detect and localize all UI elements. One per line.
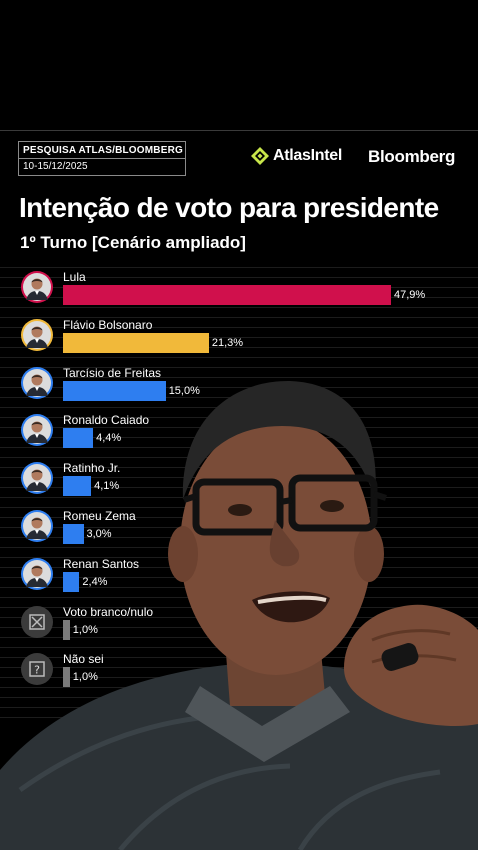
bar-nao-sei bbox=[63, 667, 70, 687]
ronaldo-caiado-avatar bbox=[20, 413, 54, 447]
svg-text:?: ? bbox=[34, 664, 40, 677]
atlasintel-logo: AtlasIntel bbox=[251, 147, 342, 165]
bar-flavio-bolsonaro bbox=[63, 333, 209, 353]
value-label-flavio-bolsonaro: 21,3% bbox=[211, 337, 244, 349]
value-label-renan-santos: 2,4% bbox=[82, 576, 108, 588]
tarcisio-de-freitas-avatar bbox=[20, 366, 54, 400]
bar-ratinho-jr bbox=[63, 476, 92, 496]
category-label-renan-santos: Renan Santos bbox=[63, 557, 140, 571]
category-label-lula: Lula bbox=[63, 270, 86, 284]
survey-badge: PESQUISA ATLAS/BLOOMBERG 10-15/12/2025 bbox=[18, 141, 186, 176]
bar-renan-santos bbox=[63, 572, 80, 592]
atlasintel-mark-icon bbox=[251, 147, 269, 165]
bar-romeu-zema bbox=[63, 524, 84, 544]
value-label-ronaldo-caiado: 4,4% bbox=[96, 432, 122, 444]
survey-date: 10-15/12/2025 bbox=[23, 161, 88, 172]
chart-subtitle: 1º Turno [Cenário ampliado] bbox=[20, 233, 246, 252]
bar-ronaldo-caiado bbox=[63, 428, 94, 448]
value-label-nao-sei: 1,0% bbox=[72, 671, 98, 683]
ratinho-jr-avatar bbox=[20, 461, 54, 495]
atlasintel-wordmark: AtlasIntel bbox=[273, 147, 343, 164]
survey-label: PESQUISA ATLAS/BLOOMBERG bbox=[19, 142, 185, 159]
romeu-zema-avatar bbox=[20, 509, 54, 543]
category-label-nao-sei: Não sei bbox=[63, 652, 104, 666]
bar-tarcisio-de-freitas bbox=[63, 381, 166, 401]
category-label-flavio-bolsonaro: Flávio Bolsonaro bbox=[63, 318, 153, 332]
value-label-tarcisio-de-freitas: 15,0% bbox=[168, 385, 200, 397]
value-label-voto-branco-nulo: 1,0% bbox=[72, 624, 98, 636]
flavio-bolsonaro-avatar bbox=[20, 318, 54, 352]
bar-lula bbox=[63, 285, 391, 305]
value-label-ratinho-jr: 4,1% bbox=[94, 480, 120, 492]
header-divider bbox=[0, 130, 478, 131]
lula-avatar bbox=[20, 270, 54, 304]
value-label-lula: 47,9% bbox=[394, 289, 426, 301]
bar-voto-branco-nulo bbox=[63, 620, 70, 640]
category-label-romeu-zema: Romeu Zema bbox=[63, 509, 136, 523]
question-mark-icon: ? bbox=[20, 652, 54, 686]
ballot-x-icon bbox=[20, 605, 54, 639]
category-label-ratinho-jr: Ratinho Jr. bbox=[63, 461, 121, 475]
chart-title: Intenção de voto para presidente bbox=[19, 192, 439, 223]
bloomberg-logo: Bloomberg bbox=[368, 147, 456, 166]
category-label-tarcisio-de-freitas: Tarcísio de Freitas bbox=[63, 366, 162, 380]
category-label-ronaldo-caiado: Ronaldo Caiado bbox=[63, 413, 150, 427]
renan-santos-avatar bbox=[20, 557, 54, 591]
value-label-romeu-zema: 3,0% bbox=[86, 528, 112, 540]
category-label-voto-branco-nulo: Voto branco/nulo bbox=[63, 605, 154, 619]
